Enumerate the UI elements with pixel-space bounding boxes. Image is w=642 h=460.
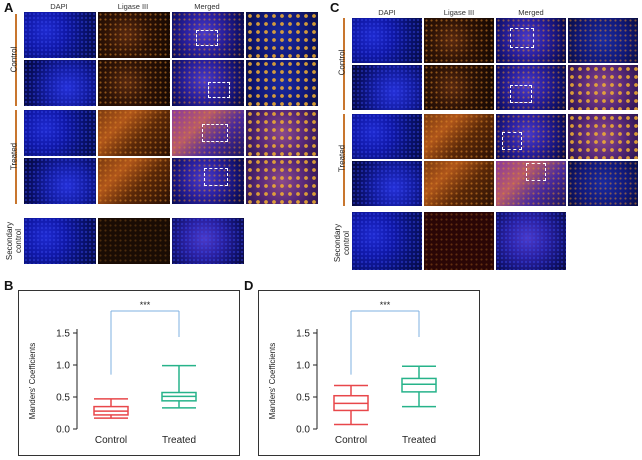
micrograph-c-control-dapi-2 — [352, 65, 422, 110]
micrograph-c-treated-zoom-2 — [568, 161, 638, 206]
panel-letter-a: A — [4, 0, 14, 15]
micrograph-a-treated-zoom-2 — [246, 158, 318, 204]
panel-a-row-secondary: Secondary control — [5, 221, 23, 261]
micrograph-c-secondary-ligase — [424, 212, 494, 270]
y-tick-label: 0.0 — [56, 425, 70, 436]
panel-a-treated-bar — [15, 110, 17, 204]
panel-c-row-secondary: Secondary control — [333, 223, 351, 263]
micrograph-c-treated-dapi-2 — [352, 161, 422, 206]
micrograph-a-treated-ligase-1 — [98, 110, 170, 156]
panel-c-col-dapi: DAPI — [378, 8, 396, 17]
micrograph-c-control-merged-1 — [496, 18, 566, 63]
micrograph-a-control-zoom-1 — [246, 12, 318, 58]
micrograph-c-control-ligase-2 — [424, 65, 494, 110]
panel-letter-b: B — [4, 278, 14, 293]
x-tick-label: Treated — [402, 435, 436, 446]
chart-b-frame: 0.0 0.5 1.0 1.5 Manders' Coefficients Control… — [18, 290, 240, 456]
micrograph-a-control-merged-1 — [172, 12, 244, 58]
micrograph-c-treated-ligase-2 — [424, 161, 494, 206]
micrograph-a-treated-ligase-2 — [98, 158, 170, 204]
micrograph-a-secondary-ligase — [98, 218, 170, 264]
micrograph-a-control-ligase-1 — [98, 12, 170, 58]
micrograph-c-control-zoom-1 — [568, 18, 638, 63]
micrograph-c-treated-dapi-1 — [352, 114, 422, 159]
y-tick-label: 1.5 — [296, 329, 310, 340]
significance-label: *** — [380, 300, 391, 310]
chart-b: 0.0 0.5 1.0 1.5 Manders' Coefficients Control… — [28, 300, 197, 446]
box-control — [93, 398, 129, 419]
micrograph-c-control-merged-2 — [496, 65, 566, 110]
y-tick-label: 1.0 — [296, 361, 310, 372]
iqr-box — [401, 377, 437, 393]
y-axis-label: Manders' Coefficients — [268, 343, 277, 420]
y-tick-label: 1.5 — [56, 329, 70, 340]
micrograph-a-treated-merged-1 — [172, 110, 244, 156]
panel-a-row-control: Control — [9, 46, 19, 73]
panel-a-col-dapi: DAPI — [50, 2, 68, 11]
panel-a-col-merged: Merged — [194, 2, 220, 11]
micrograph-c-secondary-merged — [496, 212, 566, 270]
micrograph-a-control-merged-2 — [172, 60, 244, 106]
micrograph-a-treated-merged-2 — [172, 158, 244, 204]
micrograph-c-treated-merged-2 — [496, 161, 566, 206]
panel-c-col-ligase: Ligase III — [443, 8, 475, 17]
panel-a-col-ligase: Ligase III — [117, 2, 149, 11]
y-axis-label: Manders' Coefficients — [28, 343, 37, 420]
micrograph-a-secondary-dapi — [24, 218, 96, 264]
micrograph-a-treated-dapi-2 — [24, 158, 96, 204]
chart-d-frame: 0.0 0.5 1.0 1.5 Manders' Coefficients Control… — [258, 290, 480, 456]
panel-a-control-bar — [15, 14, 17, 106]
significance-label: *** — [140, 300, 151, 310]
micrograph-a-treated-dapi-1 — [24, 110, 96, 156]
micrograph-a-control-zoom-2 — [246, 60, 318, 106]
micrograph-c-control-ligase-1 — [424, 18, 494, 63]
x-tick-label: Treated — [162, 435, 196, 446]
micrograph-c-treated-ligase-1 — [424, 114, 494, 159]
panel-letter-c: C — [330, 0, 340, 15]
panel-c-col-merged: Merged — [518, 8, 544, 17]
chart-d: 0.0 0.5 1.0 1.5 Manders' Coefficients Control… — [268, 300, 437, 446]
box-treated — [161, 364, 197, 409]
micrograph-a-control-dapi-2 — [24, 60, 96, 106]
micrograph-c-control-dapi-1 — [352, 18, 422, 63]
micrograph-a-control-ligase-2 — [98, 60, 170, 106]
micrograph-c-secondary-dapi — [352, 212, 422, 270]
x-tick-label: Control — [95, 435, 127, 446]
micrograph-a-treated-zoom-1 — [246, 110, 318, 156]
panel-c-treated-bar — [343, 114, 345, 206]
micrograph-a-control-dapi-1 — [24, 12, 96, 58]
panel-letter-d: D — [244, 278, 254, 293]
micrograph-c-treated-merged-1 — [496, 114, 566, 159]
panel-c-row-treated: Treated — [337, 144, 347, 173]
y-tick-label: 0.5 — [296, 393, 310, 404]
box-treated — [401, 365, 437, 408]
panel-a-row-treated: Treated — [9, 142, 19, 171]
micrograph-a-secondary-merged — [172, 218, 244, 264]
box-control — [333, 384, 369, 426]
y-tick-label: 0.5 — [56, 393, 70, 404]
panel-c-row-control: Control — [337, 49, 347, 76]
x-tick-label: Control — [335, 435, 367, 446]
y-tick-label: 0.0 — [296, 425, 310, 436]
y-tick-label: 1.0 — [56, 361, 70, 372]
panel-c-control-bar — [343, 18, 345, 110]
micrograph-c-control-zoom-2 — [568, 65, 638, 110]
micrograph-c-treated-zoom-1 — [568, 114, 638, 159]
